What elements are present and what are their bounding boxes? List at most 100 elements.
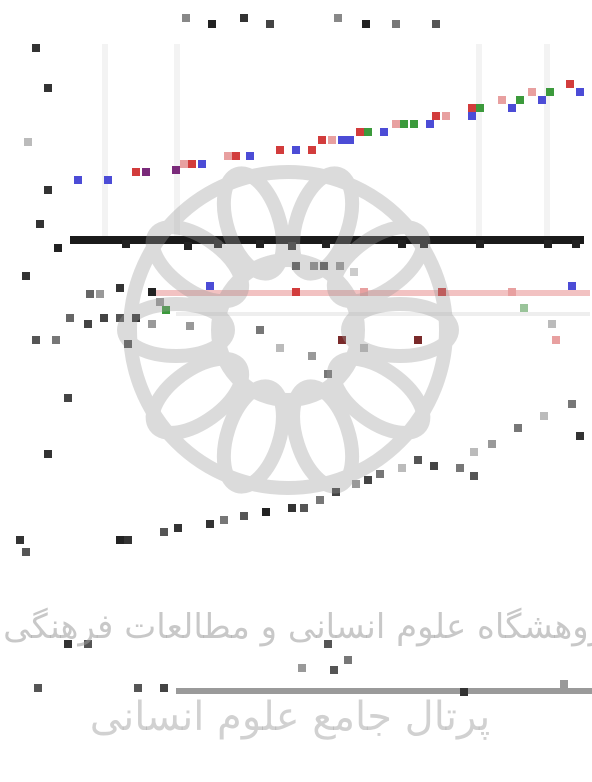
pixel-marker-109 bbox=[414, 456, 422, 464]
rosette-petal-2 bbox=[286, 379, 360, 494]
pixel-marker-33 bbox=[380, 128, 388, 136]
pixel-marker-11 bbox=[44, 186, 52, 194]
pixel-marker-37 bbox=[426, 120, 434, 128]
rosette-petal-9 bbox=[326, 220, 431, 309]
pixel-marker-34 bbox=[392, 120, 400, 128]
pixel-marker-48 bbox=[546, 88, 554, 96]
pixel-marker-101 bbox=[64, 394, 72, 402]
pixel-marker-8 bbox=[32, 44, 40, 52]
pixel-marker-4 bbox=[334, 14, 342, 22]
pixel-marker-63 bbox=[292, 262, 300, 270]
pixel-marker-62 bbox=[572, 240, 580, 248]
pixel-marker-98 bbox=[308, 352, 316, 360]
rosette-petal-6 bbox=[145, 220, 250, 309]
pixel-marker-127 bbox=[116, 536, 124, 544]
rosette-petal-0 bbox=[341, 297, 459, 363]
pixel-marker-14 bbox=[104, 176, 112, 184]
pixel-marker-1 bbox=[208, 20, 216, 28]
pixel-marker-123 bbox=[220, 516, 228, 524]
gridline-band-0 bbox=[102, 44, 108, 244]
pixel-marker-108 bbox=[44, 450, 52, 458]
pixel-marker-40 bbox=[468, 104, 476, 112]
pixel-marker-19 bbox=[188, 160, 196, 168]
pixel-marker-136 bbox=[330, 666, 338, 674]
pixel-marker-130 bbox=[22, 548, 30, 556]
pixel-marker-81 bbox=[84, 320, 92, 328]
pixel-marker-97 bbox=[276, 344, 284, 352]
gridline-band-3 bbox=[544, 44, 550, 244]
pixel-marker-100 bbox=[360, 344, 368, 352]
pixel-marker-124 bbox=[206, 520, 214, 528]
pixel-marker-71 bbox=[116, 284, 124, 292]
pixel-marker-60 bbox=[476, 240, 484, 248]
pixel-marker-49 bbox=[566, 80, 574, 88]
pixel-marker-132 bbox=[84, 640, 92, 648]
pixel-marker-133 bbox=[324, 640, 332, 648]
pixel-marker-5 bbox=[362, 20, 370, 28]
pixel-marker-126 bbox=[160, 528, 168, 536]
pixel-marker-10 bbox=[24, 138, 32, 146]
pixel-marker-103 bbox=[540, 412, 548, 420]
pixel-marker-24 bbox=[276, 146, 284, 154]
horizontal-bar-2 bbox=[176, 312, 590, 316]
pixel-marker-78 bbox=[508, 288, 516, 296]
pixel-marker-64 bbox=[310, 262, 318, 270]
pixel-marker-83 bbox=[116, 314, 124, 322]
pixel-marker-47 bbox=[538, 96, 546, 104]
pixel-marker-88 bbox=[256, 326, 264, 334]
pixel-marker-51 bbox=[54, 244, 62, 252]
pixel-marker-7 bbox=[432, 20, 440, 28]
pixel-marker-18 bbox=[180, 160, 188, 168]
pixel-marker-99 bbox=[324, 370, 332, 378]
pixel-marker-44 bbox=[508, 104, 516, 112]
pixel-marker-75 bbox=[292, 288, 300, 296]
pixel-marker-104 bbox=[514, 424, 522, 432]
pixel-marker-139 bbox=[160, 684, 168, 692]
pixel-marker-72 bbox=[148, 288, 156, 296]
pixel-marker-9 bbox=[44, 84, 52, 92]
pixel-marker-107 bbox=[470, 448, 478, 456]
rosette-petal-3 bbox=[216, 379, 290, 494]
pixel-marker-137 bbox=[34, 684, 42, 692]
pixel-marker-38 bbox=[432, 112, 440, 120]
pixel-marker-46 bbox=[528, 88, 536, 96]
pixel-marker-70 bbox=[96, 290, 104, 298]
pixel-marker-39 bbox=[442, 112, 450, 120]
pixel-marker-113 bbox=[470, 472, 478, 480]
pixel-marker-25 bbox=[292, 146, 300, 154]
pixel-marker-59 bbox=[420, 240, 428, 248]
pixel-marker-45 bbox=[516, 96, 524, 104]
pixel-marker-120 bbox=[288, 504, 296, 512]
pixel-marker-117 bbox=[332, 488, 340, 496]
pixel-marker-21 bbox=[224, 152, 232, 160]
pixel-marker-54 bbox=[214, 240, 222, 248]
pixel-marker-22 bbox=[232, 152, 240, 160]
rosette-logo-icon bbox=[117, 165, 459, 495]
pixel-marker-91 bbox=[520, 304, 528, 312]
pixel-marker-79 bbox=[568, 282, 576, 290]
rosette-petal-5 bbox=[117, 297, 235, 363]
pixel-marker-65 bbox=[320, 262, 328, 270]
pixel-marker-121 bbox=[262, 508, 270, 516]
rosette-petal-4 bbox=[145, 351, 250, 440]
pixel-marker-85 bbox=[148, 320, 156, 328]
pixel-marker-87 bbox=[186, 322, 194, 330]
pixel-marker-93 bbox=[552, 336, 560, 344]
pixel-marker-13 bbox=[74, 176, 82, 184]
pixel-marker-115 bbox=[352, 480, 360, 488]
rosette-ring-outer bbox=[123, 165, 453, 495]
pixel-marker-56 bbox=[288, 242, 296, 250]
pixel-marker-112 bbox=[456, 464, 464, 472]
rosette-ring-inner bbox=[211, 253, 365, 407]
pixel-marker-119 bbox=[300, 504, 308, 512]
pixel-marker-57 bbox=[322, 240, 330, 248]
pixel-marker-140 bbox=[460, 688, 468, 696]
pixel-marker-31 bbox=[356, 128, 364, 136]
pixel-marker-50 bbox=[576, 88, 584, 96]
pixel-marker-80 bbox=[66, 314, 74, 322]
pixel-marker-114 bbox=[376, 470, 384, 478]
pixel-marker-53 bbox=[184, 242, 192, 250]
pixel-marker-2 bbox=[240, 14, 248, 22]
